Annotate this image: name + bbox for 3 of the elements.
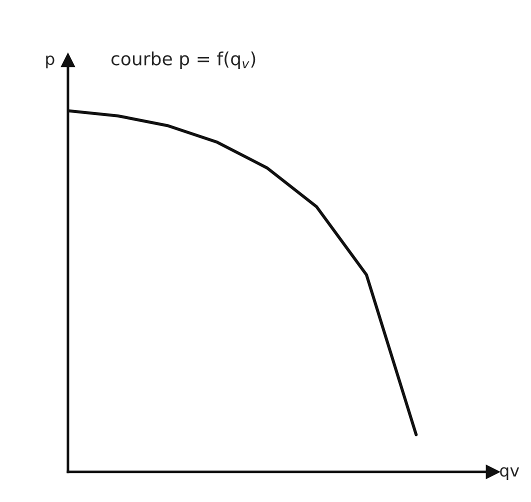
x-axis-title: qv (500, 467, 520, 480)
y-axis-title: p (46, 56, 54, 68)
text: courbe p = f(q$_{v}$) (111, 51, 256, 69)
